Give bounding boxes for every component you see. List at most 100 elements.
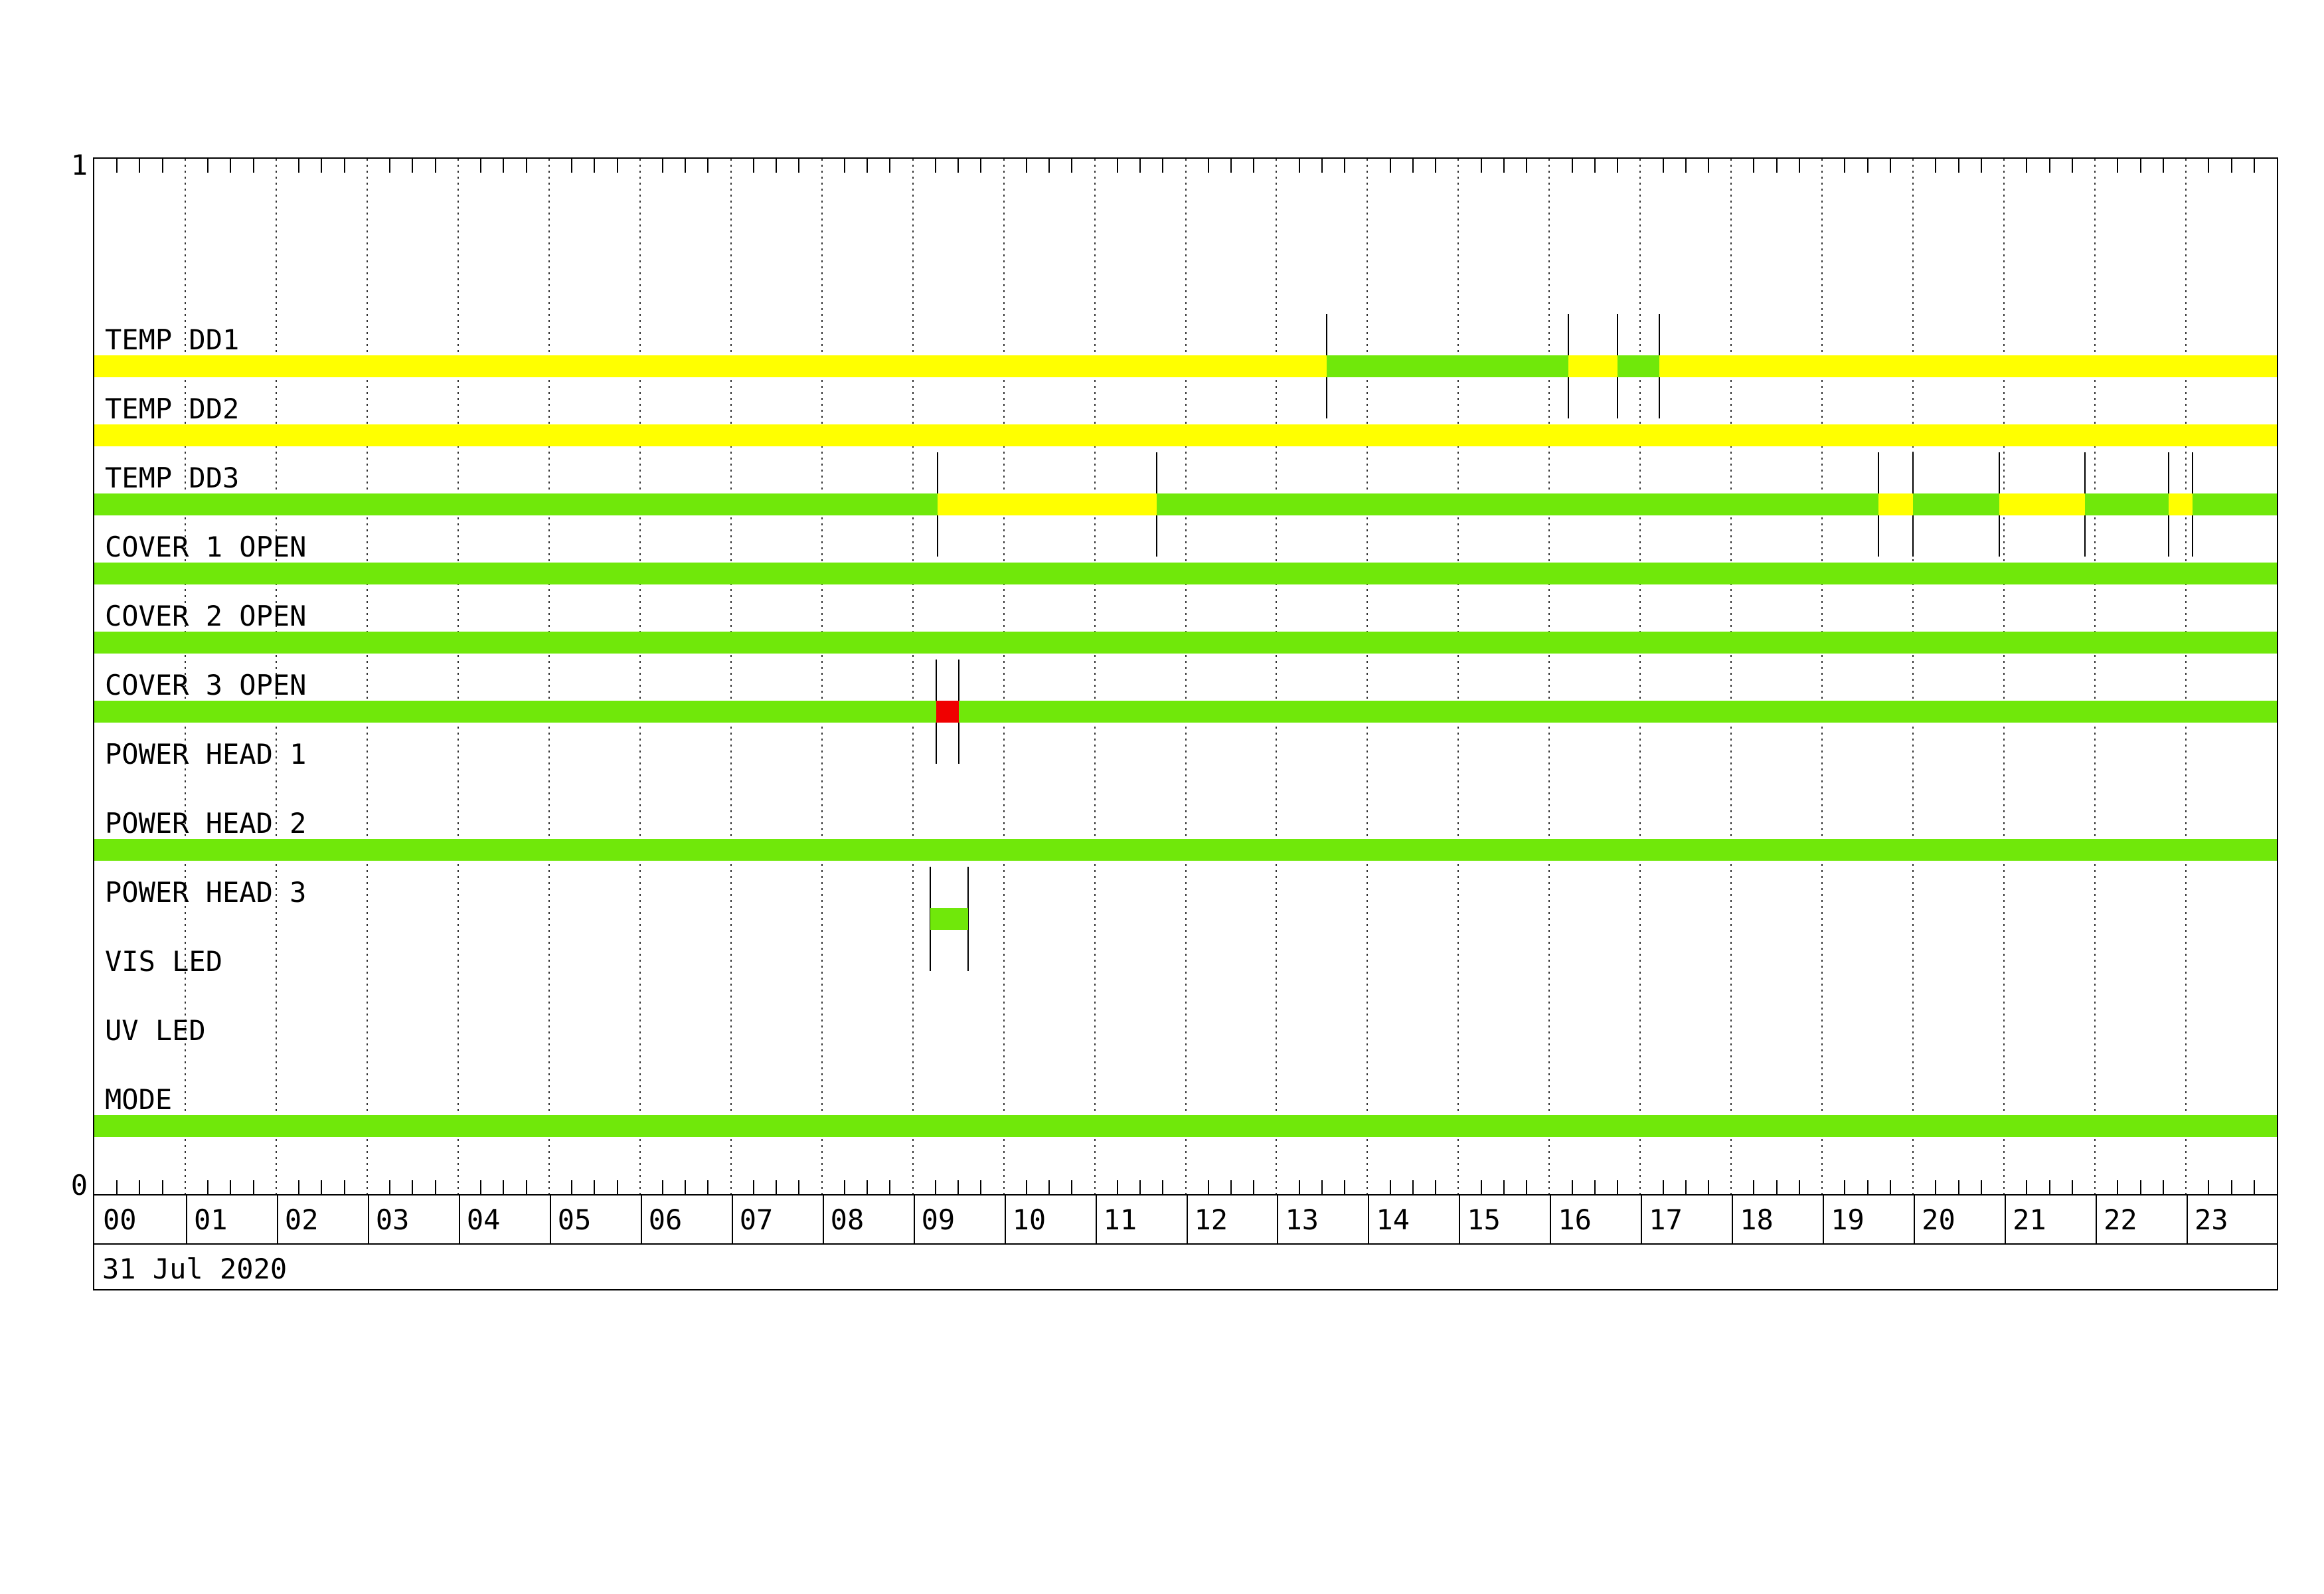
quarter-tick-bottom — [480, 1180, 482, 1194]
hour-gridline — [1912, 159, 1914, 1194]
quarter-tick-top — [1344, 159, 1346, 173]
hour-gridline — [2185, 159, 2187, 1194]
quarter-tick-bottom — [2117, 1180, 2119, 1194]
status-segment — [937, 493, 1157, 515]
hour-gridline — [184, 159, 186, 1194]
quarter-tick-top — [230, 159, 232, 173]
hour-cell-border — [1550, 1196, 1552, 1243]
quarter-tick-top — [139, 159, 141, 173]
quarter-tick-bottom — [1526, 1180, 1528, 1194]
hour-label: 02 — [284, 1203, 319, 1236]
quarter-tick-bottom — [843, 1180, 845, 1194]
quarter-tick-top — [2162, 159, 2164, 173]
hour-label: 21 — [2013, 1203, 2046, 1236]
status-segment — [2169, 493, 2193, 515]
quarter-tick-top — [1685, 159, 1687, 173]
y-axis-bottom-label: 0 — [70, 1169, 88, 1201]
hour-gridline — [912, 159, 914, 1194]
quarter-tick-bottom — [685, 1180, 687, 1194]
quarter-tick-bottom — [434, 1180, 436, 1194]
hour-cell-border — [549, 1196, 551, 1243]
quarter-tick-top — [1230, 159, 1232, 173]
quarter-tick-bottom — [1594, 1180, 1596, 1194]
quarter-tick-bottom — [934, 1180, 936, 1194]
quarter-tick-top — [1935, 159, 1937, 173]
quarter-tick-bottom — [161, 1180, 163, 1194]
status-segment — [1999, 493, 2085, 515]
quarter-tick-top — [752, 159, 754, 173]
hour-cell-border — [458, 1196, 460, 1243]
hour-label: 07 — [739, 1203, 774, 1236]
quarter-tick-top — [1526, 159, 1528, 173]
quarter-tick-bottom — [2048, 1180, 2050, 1194]
hour-gridline — [1457, 159, 1459, 1194]
quarter-tick-bottom — [389, 1180, 391, 1194]
quarter-tick-top — [707, 159, 709, 173]
quarter-tick-top — [1957, 159, 1959, 173]
quarter-tick-bottom — [321, 1180, 323, 1194]
quarter-tick-top — [1776, 159, 1778, 173]
quarter-tick-top — [1867, 159, 1868, 173]
hour-label: 10 — [1012, 1203, 1046, 1236]
event-marker — [967, 867, 969, 971]
status-segment — [936, 701, 959, 723]
quarter-tick-top — [776, 159, 778, 173]
quarter-tick-top — [1889, 159, 1891, 173]
quarter-tick-top — [1162, 159, 1164, 173]
quarter-tick-top — [843, 159, 845, 173]
quarter-tick-top — [503, 159, 505, 173]
hour-gridline — [366, 159, 368, 1194]
quarter-tick-top — [1594, 159, 1596, 173]
quarter-tick-top — [116, 159, 118, 173]
quarter-tick-bottom — [867, 1180, 869, 1194]
quarter-tick-bottom — [1867, 1180, 1868, 1194]
hour-gridline — [1094, 159, 1096, 1194]
hour-cell-border — [1095, 1196, 1097, 1243]
quarter-tick-bottom — [2162, 1180, 2164, 1194]
hour-label: 01 — [193, 1203, 228, 1236]
hour-cell-border — [1368, 1196, 1370, 1243]
quarter-tick-top — [2048, 159, 2050, 173]
hour-cell-border — [1914, 1196, 1916, 1243]
quarter-tick-bottom — [1162, 1180, 1164, 1194]
quarter-tick-top — [434, 159, 436, 173]
hour-cell-border — [276, 1196, 278, 1243]
quarter-tick-top — [2208, 159, 2210, 173]
quarter-tick-bottom — [1503, 1180, 1505, 1194]
quarter-tick-bottom — [2139, 1180, 2141, 1194]
row-label: COVER 3 OPEN — [105, 669, 307, 701]
status-bar-base — [94, 563, 2277, 584]
quarter-tick-bottom — [776, 1180, 778, 1194]
quarter-tick-bottom — [1571, 1180, 1573, 1194]
quarter-tick-top — [1321, 159, 1323, 173]
hour-cell-border — [1823, 1196, 1825, 1243]
hour-cell-border — [640, 1196, 642, 1243]
hour-label: 00 — [103, 1203, 137, 1236]
quarter-tick-top — [1253, 159, 1255, 173]
hour-label: 14 — [1376, 1203, 1410, 1236]
quarter-tick-top — [934, 159, 936, 173]
row-label: TEMP DD2 — [105, 393, 240, 425]
hour-label: 09 — [921, 1203, 955, 1236]
quarter-tick-bottom — [1435, 1180, 1437, 1194]
hour-label: 12 — [1194, 1203, 1228, 1236]
hour-cell-border — [2005, 1196, 2007, 1243]
quarter-tick-top — [298, 159, 300, 173]
quarter-tick-top — [571, 159, 573, 173]
quarter-tick-top — [1844, 159, 1846, 173]
quarter-tick-bottom — [1708, 1180, 1709, 1194]
hour-gridline — [1639, 159, 1641, 1194]
quarter-tick-bottom — [1935, 1180, 1937, 1194]
hour-label: 18 — [1740, 1203, 1774, 1236]
row-label: COVER 1 OPEN — [105, 531, 307, 563]
row-label: POWER HEAD 3 — [105, 876, 307, 909]
quarter-tick-top — [1753, 159, 1755, 173]
quarter-tick-bottom — [1321, 1180, 1323, 1194]
quarter-tick-bottom — [1685, 1180, 1687, 1194]
hour-gridline — [2094, 159, 2096, 1194]
quarter-tick-top — [2117, 159, 2119, 173]
quarter-tick-bottom — [2208, 1180, 2210, 1194]
hour-cell-border — [822, 1196, 824, 1243]
hour-cell-border — [367, 1196, 369, 1243]
quarter-tick-bottom — [661, 1180, 663, 1194]
